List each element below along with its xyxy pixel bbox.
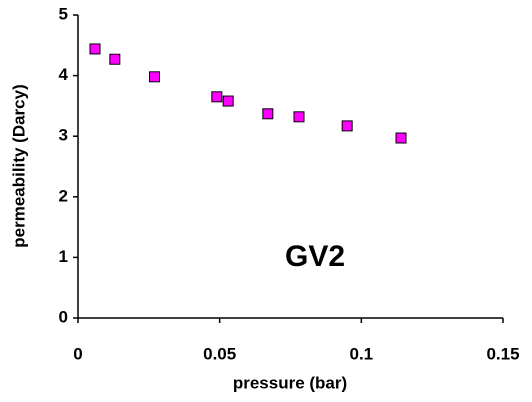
- y-tick-label: 4: [59, 65, 69, 84]
- scatter-point: [89, 43, 101, 55]
- y-tick-label: 1: [59, 247, 68, 266]
- scatter-point: [109, 53, 121, 65]
- annotation: GV2: [285, 240, 345, 273]
- scatter-point: [222, 95, 234, 107]
- scatter-point: [149, 71, 160, 83]
- scatter-point: [293, 111, 305, 123]
- y-tick-label: 5: [59, 4, 68, 23]
- x-tick-label: 0.05: [203, 344, 236, 363]
- x-tick-label: 0.1: [350, 344, 374, 363]
- y-tick-label: 3: [59, 126, 68, 145]
- scatter-point: [262, 108, 274, 120]
- y-tick-label: 0: [59, 307, 68, 326]
- scatter-point: [211, 91, 223, 103]
- y-axis-title: permeability (Darcy): [9, 84, 28, 247]
- x-tick-label: 0.15: [486, 344, 519, 363]
- x-axis-title: pressure (bar): [233, 373, 347, 392]
- scatter-point: [341, 120, 353, 132]
- x-tick-label: 0: [73, 344, 82, 363]
- scatter-point: [395, 132, 407, 144]
- y-tick-label: 2: [59, 186, 68, 205]
